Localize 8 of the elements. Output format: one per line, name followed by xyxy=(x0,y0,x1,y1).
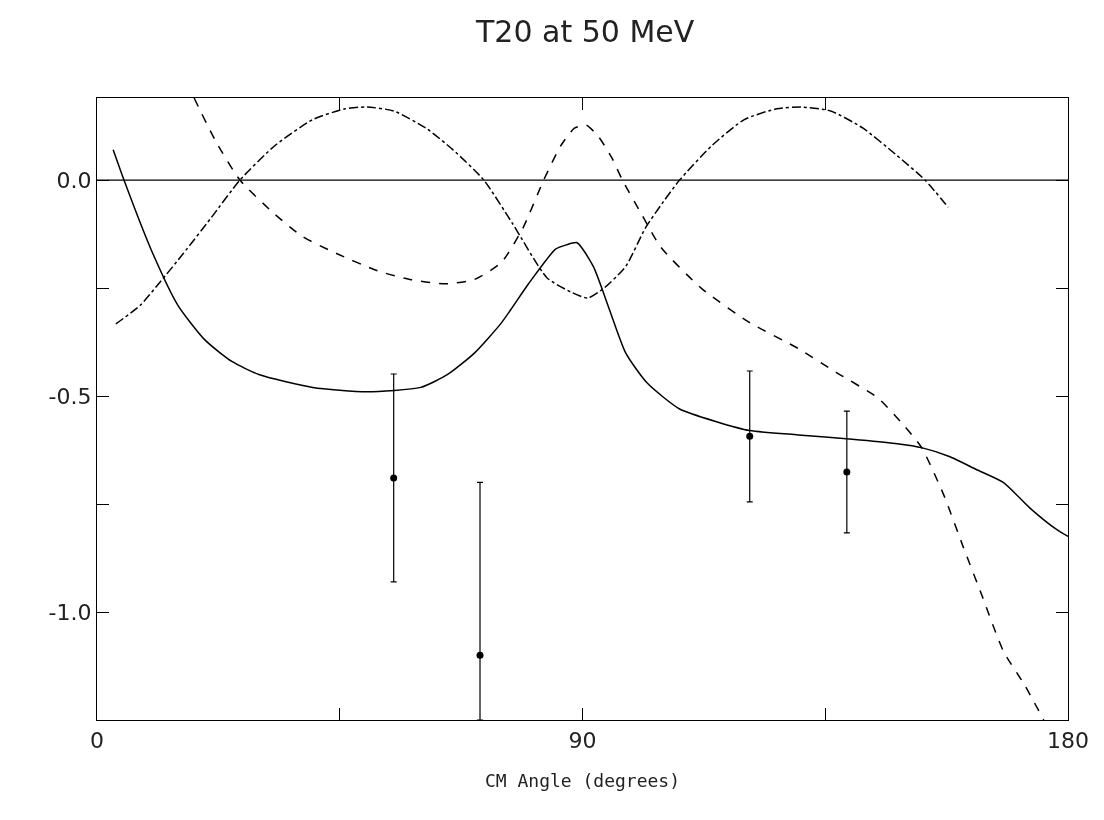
chart-title: T20 at 50 MeV xyxy=(474,13,695,49)
x-tick-label: 0 xyxy=(90,727,104,753)
x-axis-title: CM Angle (degrees) xyxy=(484,769,681,791)
x-tick-label: 180 xyxy=(1047,727,1089,753)
y-tick-label: 0.0 xyxy=(56,167,92,193)
y-tick-label: -1.0 xyxy=(48,599,92,625)
x-tick-label: 90 xyxy=(568,727,597,753)
y-tick-label: -0.5 xyxy=(48,383,92,409)
